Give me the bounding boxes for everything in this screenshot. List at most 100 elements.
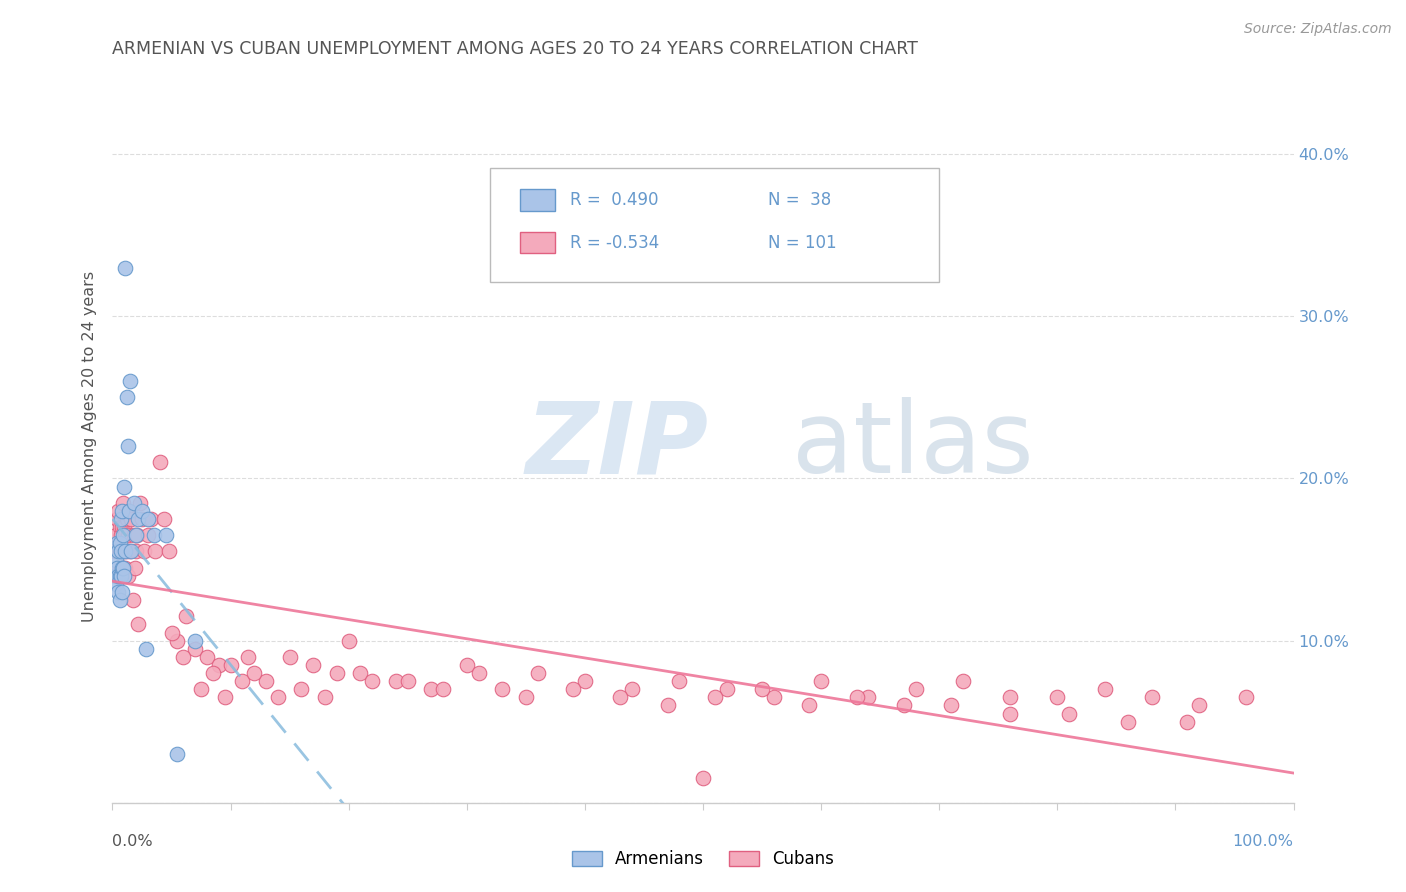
- Point: [105, 560, 128, 574]
- Text: N = 101: N = 101: [768, 234, 837, 252]
- Text: Source: ZipAtlas.com: Source: ZipAtlas.com: [1244, 22, 1392, 37]
- Point: [939, 698, 962, 713]
- Point: [166, 633, 188, 648]
- Text: N =  38: N = 38: [768, 191, 831, 209]
- Point: [107, 585, 129, 599]
- Point: [998, 706, 1021, 721]
- Point: [893, 698, 915, 713]
- Point: [219, 657, 242, 672]
- Point: [231, 674, 253, 689]
- Point: [114, 544, 136, 558]
- Point: [361, 674, 384, 689]
- Point: [127, 528, 149, 542]
- Point: [112, 496, 135, 510]
- Point: [858, 690, 880, 705]
- Point: [243, 666, 266, 681]
- Point: [214, 690, 236, 705]
- Point: [108, 544, 131, 558]
- Point: [105, 577, 128, 591]
- Point: [467, 666, 489, 681]
- Point: [104, 544, 127, 558]
- Point: [845, 690, 868, 705]
- Point: [108, 568, 131, 582]
- Point: [108, 593, 131, 607]
- Point: [692, 772, 714, 786]
- Point: [136, 512, 159, 526]
- Point: [290, 682, 312, 697]
- Point: [115, 544, 138, 558]
- Point: [112, 544, 135, 558]
- Point: [117, 439, 139, 453]
- Point: [1116, 714, 1139, 729]
- Point: [141, 512, 163, 526]
- Point: [112, 568, 135, 582]
- Point: [668, 674, 690, 689]
- Point: [172, 649, 194, 664]
- FancyBboxPatch shape: [520, 232, 555, 253]
- Point: [184, 641, 207, 656]
- Point: [110, 560, 132, 574]
- Point: [762, 690, 785, 705]
- Point: [108, 520, 131, 534]
- Point: [326, 666, 349, 681]
- Text: 100.0%: 100.0%: [1233, 834, 1294, 849]
- Point: [111, 585, 134, 599]
- Point: [110, 544, 132, 558]
- Point: [120, 512, 142, 526]
- Point: [143, 544, 166, 558]
- Point: [108, 536, 131, 550]
- Point: [114, 560, 136, 574]
- Point: [396, 674, 419, 689]
- Point: [526, 666, 548, 681]
- Point: [420, 682, 443, 697]
- Point: [174, 609, 197, 624]
- Point: [267, 690, 290, 705]
- Point: [136, 528, 159, 542]
- Point: [314, 690, 336, 705]
- Point: [125, 528, 148, 542]
- Text: ARMENIAN VS CUBAN UNEMPLOYMENT AMONG AGES 20 TO 24 YEARS CORRELATION CHART: ARMENIAN VS CUBAN UNEMPLOYMENT AMONG AGE…: [112, 40, 918, 58]
- Point: [278, 649, 301, 664]
- Point: [716, 682, 738, 697]
- FancyBboxPatch shape: [520, 189, 555, 211]
- Point: [104, 568, 127, 582]
- Point: [117, 528, 139, 542]
- Point: [201, 666, 224, 681]
- Point: [515, 690, 537, 705]
- Point: [110, 568, 132, 582]
- Point: [120, 374, 142, 388]
- Point: [337, 633, 360, 648]
- Point: [110, 512, 132, 526]
- Text: 0.0%: 0.0%: [112, 834, 153, 849]
- Point: [1234, 690, 1257, 705]
- Point: [112, 560, 135, 574]
- Point: [432, 682, 454, 697]
- Point: [105, 512, 128, 526]
- Point: [904, 682, 927, 697]
- Point: [1175, 714, 1198, 729]
- Point: [111, 544, 134, 558]
- Point: [128, 496, 150, 510]
- Point: [118, 504, 141, 518]
- Point: [456, 657, 478, 672]
- Point: [1140, 690, 1163, 705]
- Point: [562, 682, 585, 697]
- Text: R = -0.534: R = -0.534: [569, 234, 659, 252]
- Point: [121, 593, 143, 607]
- Point: [160, 625, 183, 640]
- Point: [1094, 682, 1116, 697]
- Point: [134, 544, 156, 558]
- Point: [105, 536, 128, 550]
- Point: [120, 544, 142, 558]
- Point: [302, 657, 325, 672]
- Point: [657, 698, 679, 713]
- Point: [609, 690, 631, 705]
- Text: R =  0.490: R = 0.490: [569, 191, 658, 209]
- Y-axis label: Unemployment Among Ages 20 to 24 years: Unemployment Among Ages 20 to 24 years: [82, 270, 97, 622]
- Point: [111, 504, 134, 518]
- Point: [155, 528, 177, 542]
- Point: [349, 666, 371, 681]
- Point: [254, 674, 277, 689]
- Point: [238, 649, 260, 664]
- Point: [110, 528, 132, 542]
